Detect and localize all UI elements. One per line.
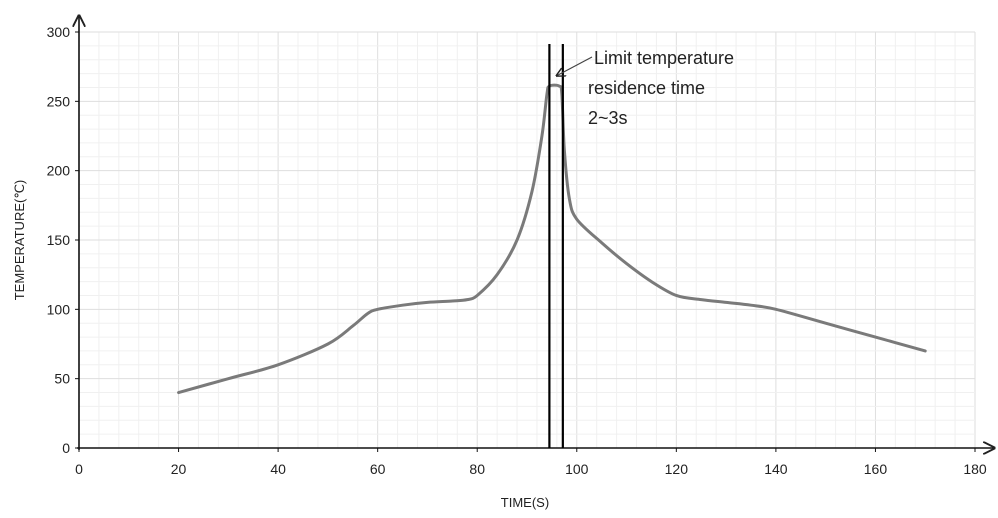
- y-tick-label: 100: [47, 301, 71, 317]
- annotation-line-2: residence time: [588, 78, 705, 98]
- annotation-line-3: 2~3s: [588, 108, 628, 128]
- x-tick-label: 0: [75, 461, 83, 477]
- grid: [78, 31, 976, 449]
- axes: [77, 16, 994, 450]
- y-tick-label: 50: [54, 371, 70, 387]
- marker-lines: [548, 44, 564, 448]
- x-tick-label: 100: [565, 461, 589, 477]
- x-tick-label: 120: [665, 461, 689, 477]
- x-tick-label: 180: [963, 461, 987, 477]
- series: [177, 83, 927, 395]
- annotation-line-1: Limit temperature: [594, 48, 734, 68]
- y-tick-label: 0: [62, 440, 70, 456]
- x-axis-label: TIME(S): [501, 495, 549, 510]
- x-tick-label: 60: [370, 461, 386, 477]
- tick-labels: 0 20 40 60 80 100 120 140 160 180 0 50 100 150 200 250 3…: [47, 24, 987, 477]
- annotation-arrow: [557, 56, 593, 76]
- annotation: Limit temperature residence time 2~3s: [557, 48, 734, 128]
- x-tick-label: 20: [171, 461, 187, 477]
- y-tick-label: 300: [47, 24, 71, 40]
- x-tick-label: 140: [764, 461, 788, 477]
- x-tick-label: 80: [469, 461, 485, 477]
- x-tick-label: 160: [864, 461, 888, 477]
- y-axis-label: TEMPERATURE(℃): [12, 180, 27, 301]
- y-tick-label: 150: [47, 232, 71, 248]
- temperature-curve: [177, 83, 927, 395]
- y-tick-label: 200: [47, 163, 71, 179]
- y-tick-label: 250: [47, 93, 71, 109]
- x-tick-label: 40: [270, 461, 286, 477]
